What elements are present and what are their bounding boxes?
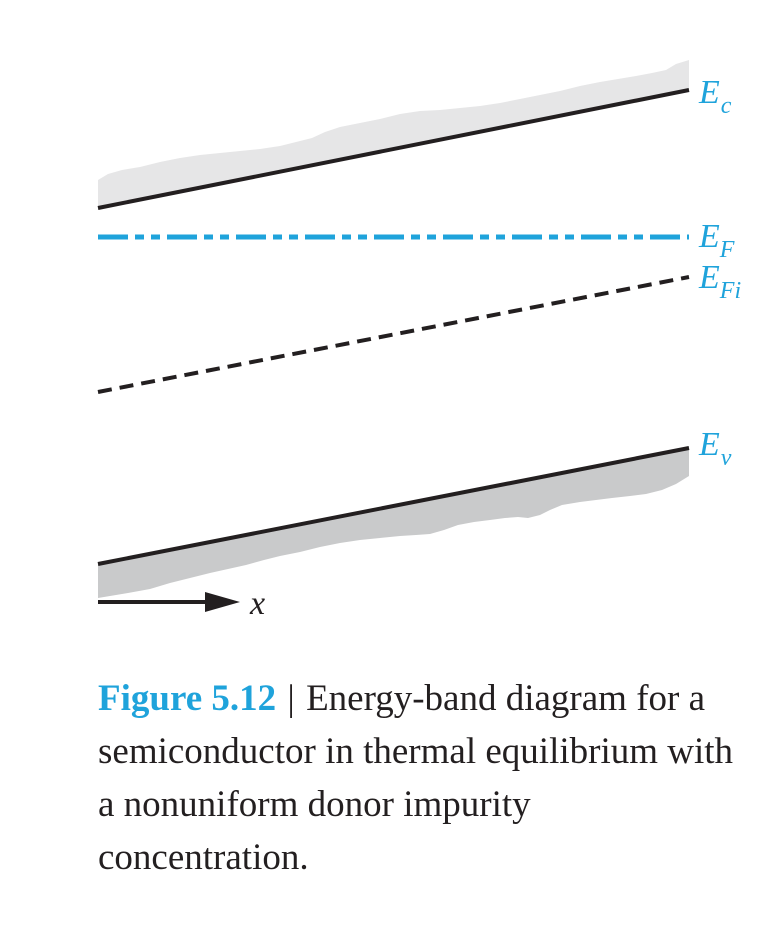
fermi-level-label: EF: [698, 218, 735, 263]
valence-band-label: Ev: [698, 426, 732, 471]
valence-band-edge-line: [97, 446, 690, 566]
caption-text: Energy-band diagram for a semiconductor …: [98, 678, 734, 878]
figure-number: Figure 5.12: [98, 678, 277, 719]
energy-band-diagram: Ec EF EFi Ev x: [97, 60, 741, 622]
position-axis-arrowhead: [205, 592, 240, 612]
caption-separator: |: [287, 678, 295, 719]
conduction-band-edge-line: [97, 88, 690, 210]
conduction-band-shading: [98, 60, 689, 208]
position-axis-label: x: [249, 585, 265, 622]
intrinsic-fermi-level-label: EFi: [698, 259, 741, 304]
valence-band-shading: [98, 448, 689, 598]
intrinsic-fermi-level-line: [97, 275, 690, 394]
figure-caption: Figure 5.12 | Energy-band diagram for a …: [98, 672, 738, 884]
conduction-band-label: Ec: [698, 74, 732, 119]
